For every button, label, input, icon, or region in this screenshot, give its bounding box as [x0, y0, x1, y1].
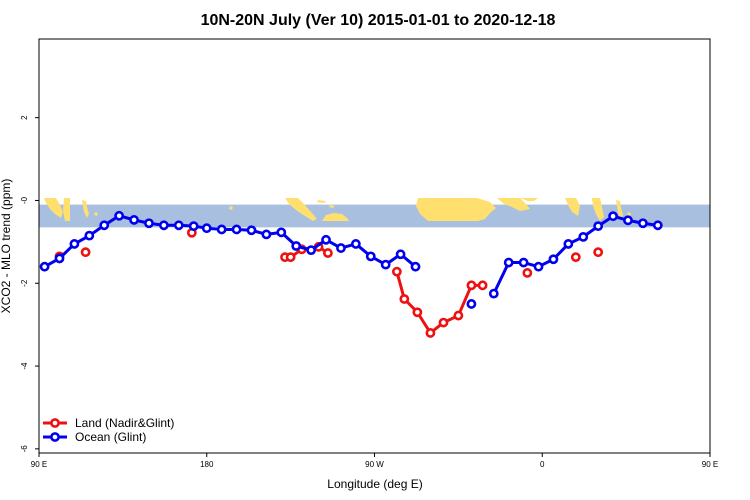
data-point	[518, 257, 529, 268]
data-point	[216, 224, 227, 235]
data-point	[84, 230, 95, 241]
land-india-tip	[44, 198, 63, 218]
legend-entry-label: Ocean (Glint)	[75, 430, 146, 444]
x-tick-label: 90 E	[702, 460, 718, 469]
data-point	[336, 243, 346, 253]
data-point	[503, 257, 514, 268]
y-tick-label: -0	[20, 196, 29, 204]
series-land	[54, 227, 604, 338]
data-point	[570, 252, 581, 263]
data-point	[522, 268, 533, 278]
land-horn-of-africa	[497, 198, 530, 211]
legend-marker	[50, 432, 60, 442]
map-band-land	[44, 198, 631, 221]
data-point	[410, 261, 421, 272]
x-tick-label: 90 W	[365, 460, 384, 469]
data-point	[563, 239, 574, 249]
data-point	[548, 254, 559, 265]
data-point	[261, 229, 272, 240]
x-tick-label: 90 E	[31, 460, 47, 469]
legend-marker	[50, 418, 60, 428]
map-band	[39, 198, 710, 228]
land-philippines	[82, 200, 89, 218]
data-point	[608, 211, 618, 222]
data-point	[578, 231, 589, 242]
data-point	[593, 221, 604, 232]
data-point	[466, 280, 477, 291]
data-point	[114, 210, 125, 221]
data-point	[39, 261, 50, 272]
legend-entry-label: Land (Nadir&Glint)	[75, 416, 174, 430]
data-point	[80, 247, 91, 258]
land-islands-1	[94, 212, 98, 216]
land-caribbean-1	[317, 200, 326, 203]
data-point	[466, 299, 477, 309]
data-point	[488, 288, 499, 299]
data-point	[438, 317, 449, 328]
data-point	[425, 328, 436, 338]
data-point	[285, 252, 296, 263]
data-point	[350, 239, 361, 249]
land-west-africa	[416, 198, 496, 221]
data-point	[188, 221, 199, 232]
y-axis: 2 -0 -2 -4 -6	[20, 115, 39, 453]
data-point	[652, 220, 663, 231]
data-point	[306, 245, 317, 256]
data-point	[399, 294, 410, 304]
y-tick-label: -6	[20, 445, 29, 453]
land-south-america-north	[322, 213, 349, 221]
data-point	[391, 266, 402, 277]
data-point	[453, 310, 464, 321]
data-point	[380, 259, 391, 270]
data-point	[69, 239, 80, 249]
land-caribbean-2	[329, 205, 335, 208]
data-point	[231, 224, 242, 235]
data-point	[638, 218, 648, 229]
land-indochina-2	[592, 198, 604, 221]
land-arabia	[520, 198, 538, 201]
data-point	[395, 249, 406, 260]
data-point	[54, 253, 65, 264]
y-tick-label: -4	[20, 362, 29, 370]
land-india-2	[565, 198, 580, 216]
series-ocean	[39, 210, 663, 309]
x-axis-label: Longitude (deg E)	[327, 477, 422, 491]
data-point	[323, 248, 333, 258]
data-point	[412, 307, 423, 318]
plot-frame	[38, 38, 711, 454]
land-central-america	[285, 198, 317, 221]
y-tick-label: 2	[20, 115, 29, 120]
land-philippines-2	[616, 200, 623, 219]
data-point	[201, 223, 212, 234]
legend: Land (Nadir&Glint)Ocean (Glint)	[43, 416, 174, 444]
map-band-ocean	[39, 204, 710, 228]
data-point	[173, 220, 184, 231]
x-tick-label: 180	[200, 460, 214, 469]
land-hawaii	[229, 206, 233, 210]
y-tick-label: -2	[20, 279, 29, 287]
land-indochina	[63, 198, 70, 221]
data-point	[158, 220, 169, 231]
data-point	[533, 261, 544, 272]
data-point	[623, 215, 633, 226]
data-point	[365, 251, 376, 262]
land-islands-2	[627, 212, 631, 216]
data-point	[144, 218, 154, 229]
y-axis-label: XCO2 - MLO trend (ppm)	[0, 179, 13, 314]
chart-title: 10N-20N July (Ver 10) 2015-01-01 to 2020…	[201, 12, 556, 29]
data-point	[321, 234, 331, 245]
data-point	[477, 280, 488, 291]
series-layer	[39, 210, 663, 338]
data-point	[99, 220, 110, 231]
x-tick-label: 0	[540, 460, 545, 469]
data-point	[129, 215, 139, 225]
data-point	[246, 225, 257, 236]
data-point	[291, 241, 302, 251]
data-point	[593, 247, 604, 258]
data-point	[276, 227, 287, 238]
